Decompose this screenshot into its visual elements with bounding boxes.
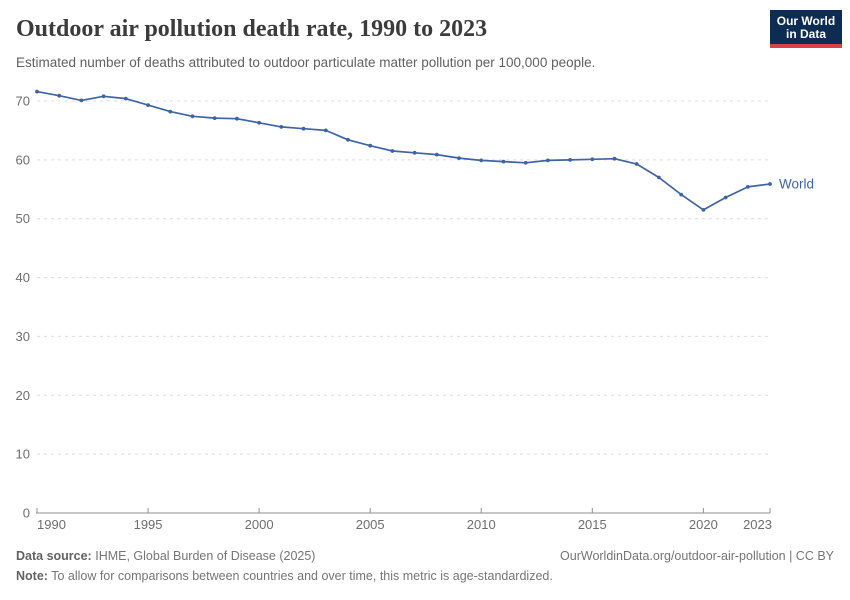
data-point-marker — [546, 158, 550, 163]
footer: Data source: IHME, Global Burden of Dise… — [16, 546, 834, 586]
data-point-marker — [634, 162, 639, 166]
y-tick-label: 10 — [16, 447, 30, 462]
note-text: To allow for comparisons between countri… — [51, 569, 553, 583]
x-tick-label: 2015 — [578, 517, 607, 532]
data-point-marker — [168, 109, 173, 114]
data-point-marker — [457, 156, 461, 161]
data-point-marker — [146, 103, 151, 107]
y-tick-label: 30 — [16, 329, 30, 344]
y-tick-label: 50 — [16, 211, 30, 226]
x-tick-label: 2000 — [245, 517, 274, 532]
data-point-marker — [35, 89, 39, 94]
x-tick-label: 1995 — [134, 517, 163, 532]
x-tick-label: 2010 — [467, 517, 496, 532]
data-point-marker — [568, 158, 572, 162]
data-source-text: IHME, Global Burden of Disease (2025) — [95, 549, 316, 563]
chart-title: Outdoor air pollution death rate, 1990 t… — [16, 16, 488, 42]
x-tick-label: 2023 — [743, 517, 772, 532]
data-point-marker — [190, 114, 195, 119]
x-tick-label: 2020 — [689, 517, 718, 532]
data-source-label: Data source: — [16, 549, 92, 563]
chart-subtitle: Estimated number of deaths attributed to… — [16, 55, 596, 70]
data-source: Data source: IHME, Global Burden of Dise… — [16, 546, 315, 566]
y-tick-label: 40 — [16, 270, 30, 285]
x-tick-label: 1990 — [37, 517, 66, 532]
logo-red-bar — [770, 44, 842, 48]
data-point-marker — [479, 158, 484, 163]
data-point-marker — [346, 137, 350, 142]
data-point-marker — [390, 149, 395, 153]
logo-text-line1: Our World — [776, 13, 836, 28]
data-point-marker — [123, 96, 128, 101]
data-point-marker — [723, 195, 728, 200]
data-point-marker — [257, 120, 261, 125]
series-line — [36, 90, 771, 211]
data-point-marker — [412, 150, 417, 155]
note-row: Note: To allow for comparisons between c… — [16, 566, 834, 586]
data-point-marker — [235, 116, 239, 121]
data-point-marker — [57, 93, 62, 98]
logo-text-line2: in Data — [785, 26, 826, 41]
y-tick-label: 20 — [16, 388, 30, 403]
data-point-marker — [368, 143, 373, 148]
series-end-label: World — [779, 176, 814, 191]
note-label: Note: — [16, 569, 48, 583]
owid-cc-link[interactable]: OurWorldinData.org/outdoor-air-pollution… — [560, 549, 834, 563]
data-point-marker — [657, 175, 661, 180]
data-point-marker — [501, 159, 506, 164]
y-tick-label: 60 — [16, 152, 30, 167]
data-point-marker — [523, 160, 528, 165]
data-point-marker — [590, 157, 595, 162]
data-point-marker — [212, 116, 217, 120]
data-point-marker — [101, 94, 106, 99]
data-point-marker — [279, 125, 284, 129]
data-point-marker — [79, 98, 84, 103]
owid-logo: Our World in Data — [770, 10, 842, 48]
data-point-marker — [434, 152, 439, 157]
data-point-marker — [768, 182, 772, 186]
data-point-marker — [323, 128, 328, 133]
y-tick-label: 0 — [23, 506, 30, 521]
data-point-marker — [301, 126, 306, 131]
data-point-marker — [745, 185, 750, 189]
x-tick-label: 2005 — [356, 517, 385, 532]
y-tick-label: 70 — [16, 94, 30, 109]
data-point-marker — [701, 208, 706, 212]
data-point-marker — [612, 156, 617, 161]
data-point-marker — [679, 192, 684, 197]
